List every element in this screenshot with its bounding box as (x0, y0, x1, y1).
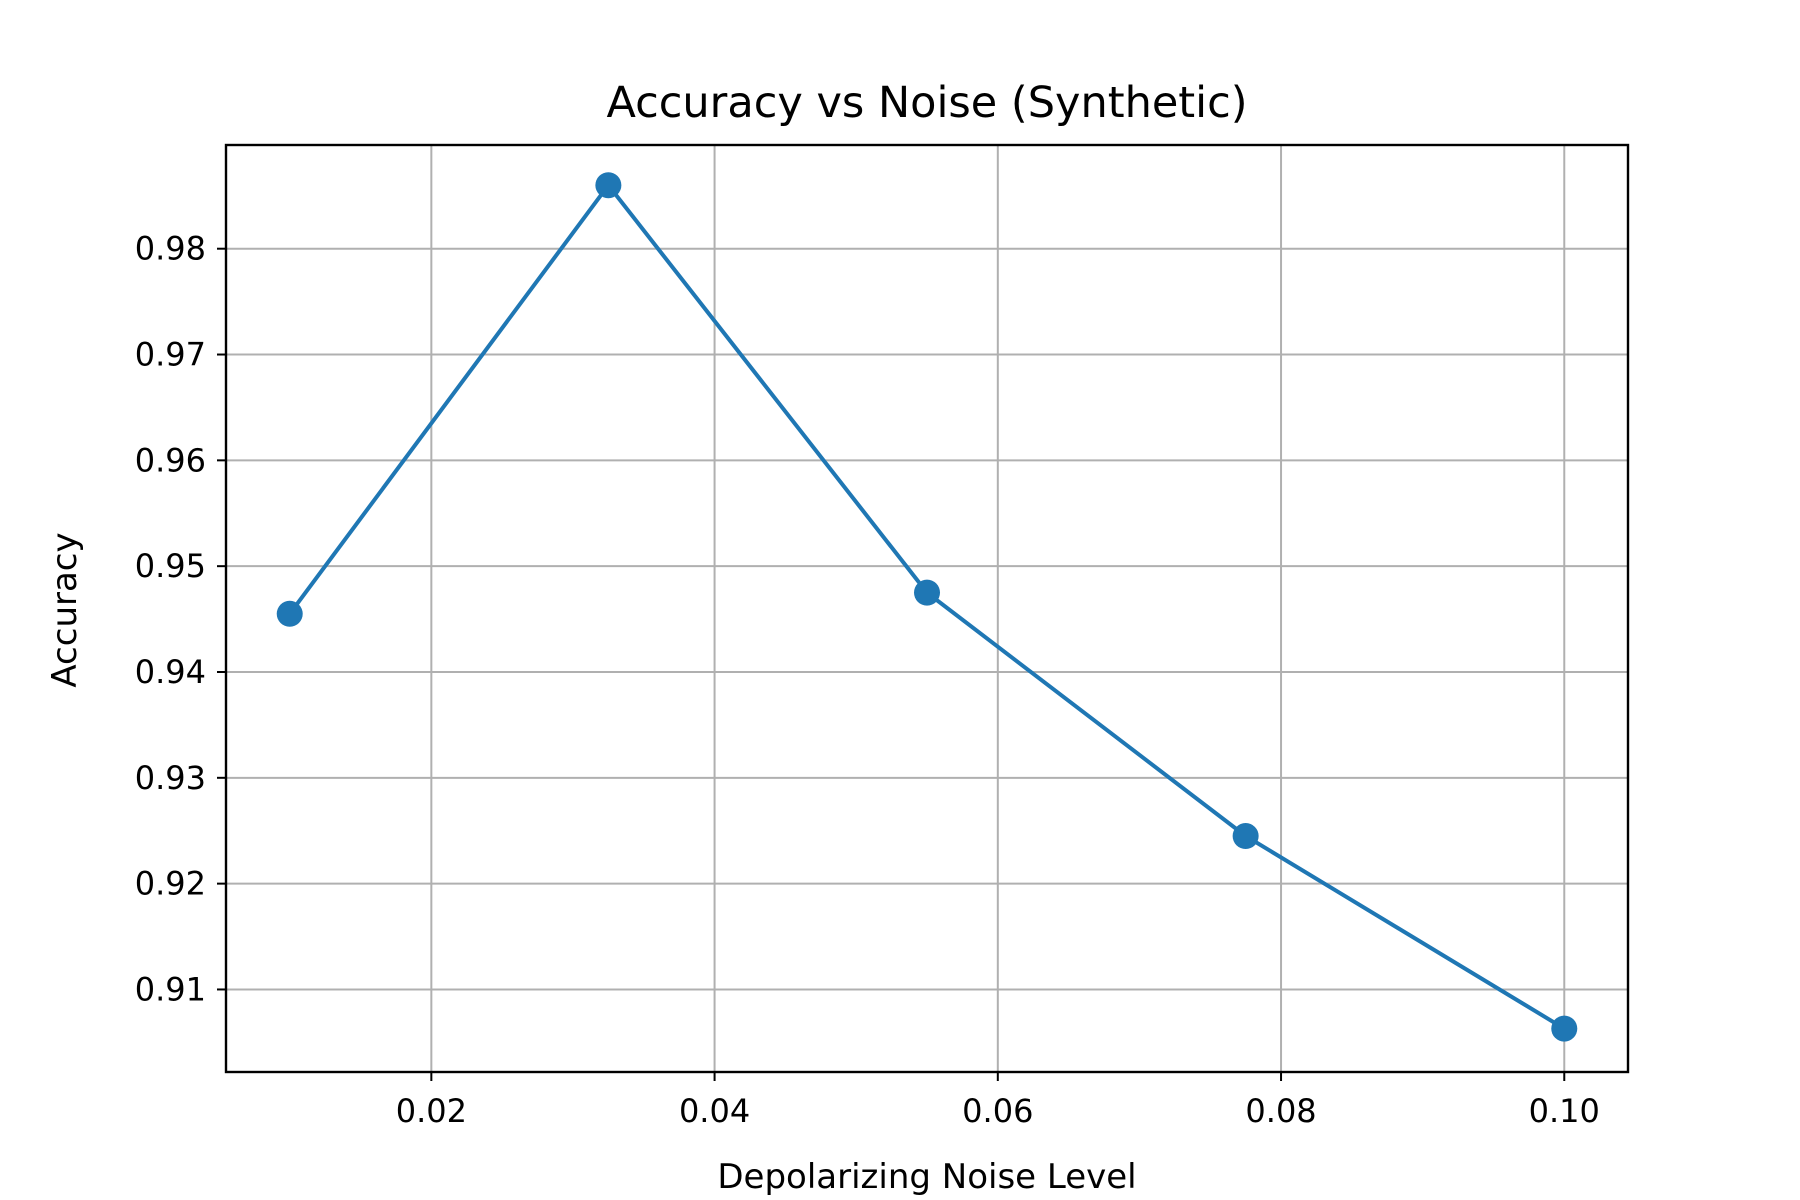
y-tick-label: 0.98 (135, 230, 206, 268)
series-layer (276, 172, 1578, 1042)
x-tick-label: 0.10 (1529, 1092, 1600, 1130)
data-point (276, 600, 303, 627)
series-line (288, 183, 1566, 1031)
grid-lines (226, 145, 1628, 1072)
x-axis-title: Depolarizing Noise Level (717, 1157, 1136, 1197)
y-axis-ticks: 0.91 0.92 0.93 0.94 0.95 0.96 0.97 0.98 (135, 230, 226, 1008)
y-tick-label: 0.93 (135, 759, 206, 797)
y-tick-label: 0.96 (135, 441, 206, 479)
data-point (1551, 1015, 1578, 1042)
data-point (914, 579, 940, 606)
plot-frame (224, 143, 1630, 1074)
data-point (1232, 823, 1259, 850)
x-axis-ticks: 0.02 0.04 0.06 0.08 0.10 (396, 1072, 1600, 1130)
chart-title: Accuracy vs Noise (Synthetic) (606, 78, 1247, 128)
y-tick-label: 0.95 (135, 547, 206, 585)
x-tick-label: 0.04 (679, 1092, 750, 1130)
y-tick-label: 0.91 (135, 970, 206, 1008)
y-tick-label: 0.94 (135, 653, 206, 691)
y-tick-label: 0.92 (135, 865, 206, 903)
data-point (595, 172, 622, 199)
x-tick-label: 0.06 (962, 1092, 1033, 1130)
x-tick-label: 0.02 (396, 1092, 467, 1130)
y-axis-title: Accuracy (45, 532, 85, 687)
x-tick-label: 0.08 (1245, 1092, 1316, 1130)
y-tick-label: 0.97 (135, 336, 206, 374)
